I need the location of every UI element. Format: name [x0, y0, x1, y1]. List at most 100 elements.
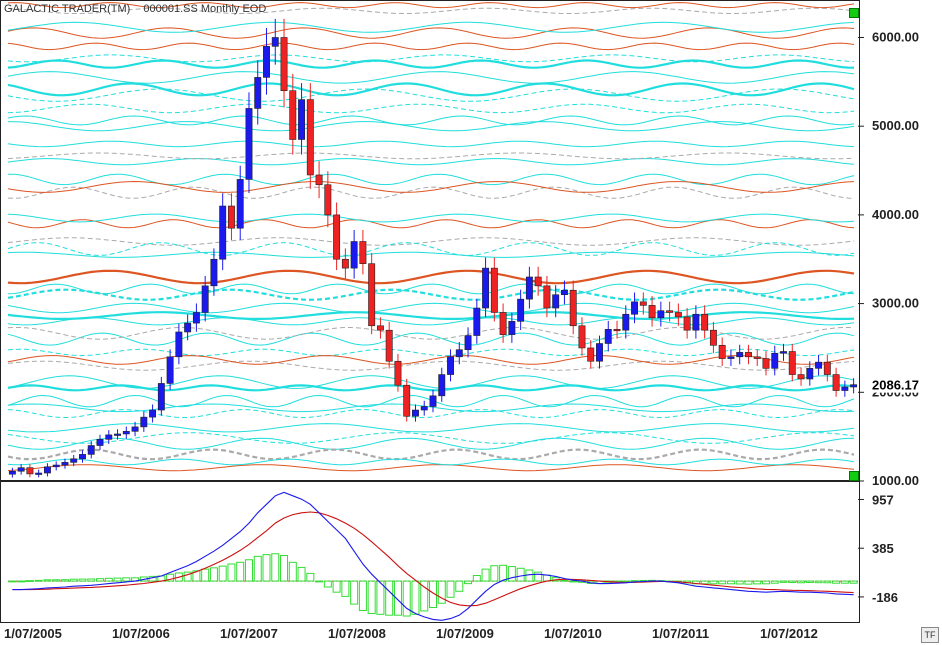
candle: [271, 18, 279, 65]
candle: [52, 461, 60, 471]
last-price-bg: [866, 375, 934, 393]
histogram-bar: [69, 578, 78, 582]
tf-button[interactable]: TF: [921, 627, 939, 643]
candle: [306, 83, 314, 189]
price-tick-label: 4000.00: [872, 207, 919, 222]
candle: [236, 165, 244, 241]
candle: [87, 441, 95, 459]
candle: [149, 404, 157, 423]
candle: [736, 344, 744, 365]
histogram-bar: [516, 567, 525, 582]
histogram-bar: [840, 580, 849, 584]
candle: [114, 429, 121, 440]
macd-tick-label: -186: [872, 590, 898, 605]
cycle-line: [7, 375, 855, 389]
candle-body: [596, 343, 603, 362]
histogram-bar: [78, 578, 87, 582]
candle-body: [79, 454, 86, 460]
histogram-bar: [350, 580, 359, 605]
histogram-bar: [446, 580, 455, 598]
candle: [596, 335, 603, 369]
candle: [403, 378, 411, 422]
candle: [745, 344, 752, 365]
candle: [315, 161, 323, 199]
candle-body: [201, 285, 209, 313]
cycle-line: [7, 432, 855, 444]
candle-body: [587, 347, 595, 362]
histogram-bar: [832, 580, 841, 584]
cycle-line: [7, 21, 855, 33]
candle-body: [753, 356, 761, 359]
candle: [368, 252, 376, 335]
candle-body: [52, 464, 60, 468]
histogram-bar: [455, 580, 464, 592]
candle: [122, 426, 130, 439]
candle-body: [552, 294, 560, 309]
candle-body: [683, 316, 691, 331]
candle-body: [157, 383, 165, 411]
candle-body: [210, 258, 218, 287]
candle: [543, 275, 551, 318]
candle-body: [280, 37, 288, 92]
candle: [263, 28, 270, 95]
candle: [578, 317, 586, 356]
histogram-bar: [814, 580, 823, 584]
candle-body: [306, 99, 314, 176]
cycle-line: [7, 355, 855, 365]
cycle-line: [7, 71, 855, 84]
candle-body: [613, 329, 621, 332]
candle-body: [473, 307, 481, 336]
candle: [376, 317, 384, 339]
candle-body: [534, 276, 542, 287]
candle-body: [525, 276, 533, 300]
candle: [552, 285, 560, 318]
candle: [780, 343, 787, 361]
histogram-bar: [183, 571, 192, 582]
candle-body: [87, 445, 95, 455]
histogram-bar: [805, 580, 814, 584]
cycle-line: [7, 384, 855, 392]
candle: [701, 305, 709, 339]
candle: [131, 421, 139, 437]
candle: [201, 275, 209, 322]
candles: [8, 18, 858, 478]
candle-body: [219, 205, 227, 260]
histogram-bar: [297, 566, 306, 582]
candle: [140, 411, 148, 432]
candle-body: [727, 356, 735, 359]
candle-body: [841, 386, 849, 391]
candle: [8, 467, 16, 478]
cycle-line: [7, 302, 855, 314]
candle: [245, 92, 253, 194]
candle: [490, 257, 498, 322]
candle-body: [43, 466, 51, 474]
top-right-marker[interactable]: [849, 8, 859, 18]
cycle-line: [7, 237, 855, 246]
cycle-line: [7, 437, 855, 450]
candle-body: [745, 352, 752, 358]
candle: [499, 303, 507, 343]
cycle-line: [7, 423, 855, 433]
x-tick-label: 1/07/2011: [652, 626, 709, 641]
cycle-line: [7, 7, 855, 14]
bottom-right-marker[interactable]: [849, 471, 859, 481]
candle: [184, 314, 192, 341]
candle-body: [333, 214, 341, 260]
candle: [412, 404, 419, 422]
candle: [815, 354, 823, 376]
candle-body: [718, 344, 726, 359]
candle-body: [350, 241, 358, 269]
candle: [210, 248, 218, 296]
histogram-bar: [472, 575, 481, 582]
histogram-bar: [166, 573, 175, 582]
histogram-bar: [122, 577, 131, 582]
cycle-line: [7, 158, 855, 166]
histogram-bar: [507, 566, 516, 582]
histogram-bar: [17, 580, 26, 583]
candle: [35, 469, 43, 478]
histogram-bar: [253, 555, 262, 582]
histogram-bar: [280, 554, 289, 582]
histogram-bar: [332, 580, 341, 593]
candle: [394, 353, 402, 392]
